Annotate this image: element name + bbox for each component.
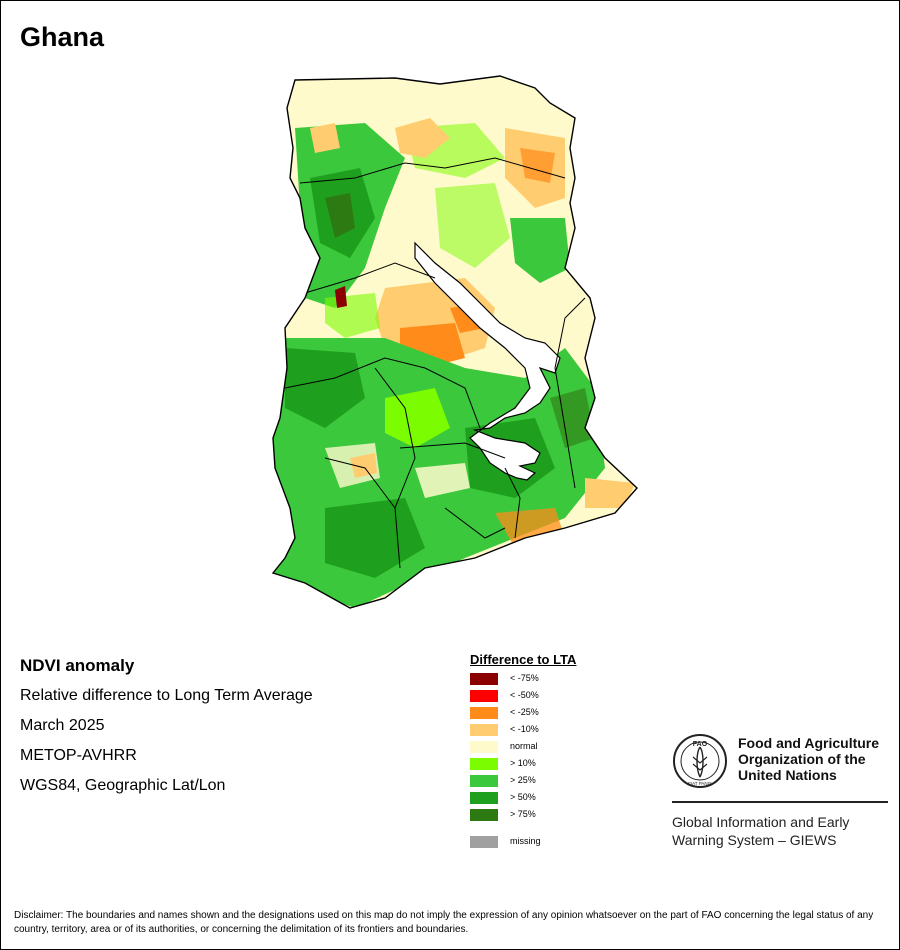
legend-item: > 75% [470, 807, 630, 824]
fao-emblem-motto: FIAT PANIS [688, 781, 712, 786]
ghana-ndvi-map [271, 75, 638, 609]
legend-title: Difference to LTA [470, 652, 577, 667]
info-line-description: Relative difference to Long Term Average [20, 687, 313, 704]
legend-item: missing [470, 834, 630, 851]
legend-label: missing [510, 836, 541, 846]
legend-item: < -75% [470, 671, 630, 688]
legend-label: > 50% [510, 792, 536, 802]
fao-emblem-text: FAO [693, 741, 708, 748]
legend-item: > 25% [470, 773, 630, 790]
legend-label: < -50% [510, 690, 539, 700]
info-line-projection: WGS84, Geographic Lat/Lon [20, 777, 226, 794]
legend-swatch [470, 707, 498, 719]
legend-label: normal [510, 741, 538, 751]
legend-swatch [470, 809, 498, 821]
legend-swatch [470, 673, 498, 685]
legend-swatch [470, 775, 498, 787]
giews-name: Global Information and Early Warning Sys… [672, 814, 850, 848]
legend-item: < -25% [470, 705, 630, 722]
legend-swatch [470, 690, 498, 702]
legend-item: normal [470, 739, 630, 756]
disclaimer: Disclaimer: The boundaries and names sho… [14, 910, 874, 935]
legend-label: < -10% [510, 724, 539, 734]
info-line-date: March 2025 [20, 717, 105, 734]
legend-swatch [470, 724, 498, 736]
legend-label: < -75% [510, 673, 539, 683]
legend-item: < -50% [470, 688, 630, 705]
legend-swatch [470, 758, 498, 770]
legend-item: < -10% [470, 722, 630, 739]
legend: Difference to LTA < -75% < -50% < -25% <… [470, 652, 630, 851]
map-info: NDVI anomaly Relative difference to Long… [20, 656, 313, 806]
legend-item: > 10% [470, 756, 630, 773]
legend-swatch [470, 741, 498, 753]
fao-emblem-icon: FAO FIAT PANIS [673, 734, 727, 788]
map-title: Ghana [20, 22, 105, 52]
legend-label: < -25% [510, 707, 539, 717]
legend-label: > 75% [510, 809, 536, 819]
legend-label: > 10% [510, 758, 536, 768]
fao-divider [672, 801, 888, 803]
legend-swatch [470, 792, 498, 804]
legend-item: > 50% [470, 790, 630, 807]
info-line-product: NDVI anomaly [20, 656, 135, 675]
legend-swatch [470, 836, 498, 848]
fao-name: Food and Agriculture Organization of the… [738, 735, 880, 783]
legend-label: > 25% [510, 775, 536, 785]
info-line-sensor: METOP-AVHRR [20, 747, 137, 764]
